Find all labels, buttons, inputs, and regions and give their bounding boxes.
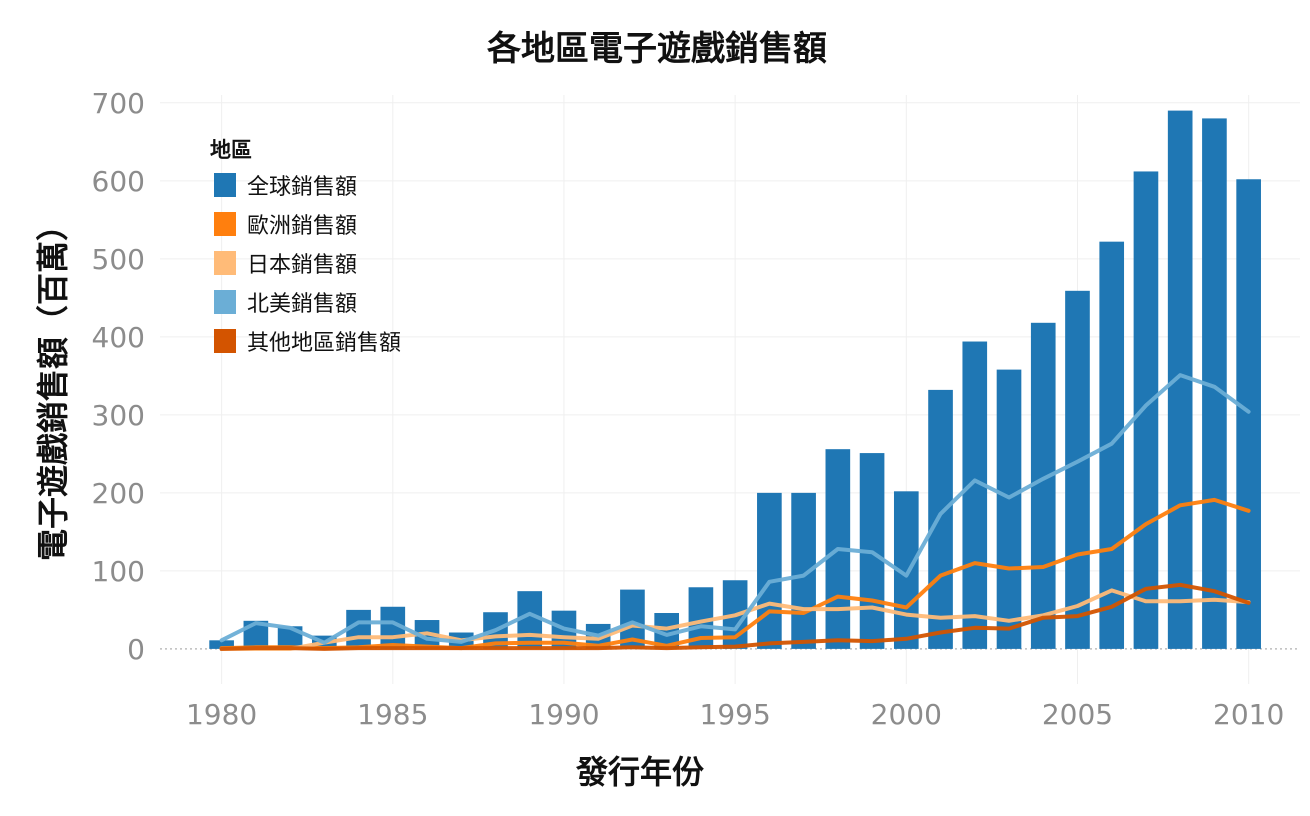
legend-title: 地區 <box>210 138 252 162</box>
y-axis-title: 電子遊戲銷售額（百萬） <box>34 209 72 561</box>
x-tick-label: 1995 <box>700 698 771 731</box>
y-tick-label: 100 <box>92 555 145 588</box>
x-tick-label: 1985 <box>357 698 428 731</box>
legend-swatch <box>214 251 236 275</box>
y-tick-label: 0 <box>127 633 145 666</box>
legend-swatch <box>214 329 236 353</box>
y-tick-label: 700 <box>92 87 145 120</box>
bar-2003 <box>996 369 1022 649</box>
chart-title: 各地區電子遊戲銷售額 <box>487 29 827 69</box>
legend-swatch <box>214 173 236 197</box>
bar-2007 <box>1133 171 1159 649</box>
bar-2002 <box>962 341 988 649</box>
bar-2005 <box>1065 290 1090 649</box>
y-tick-label: 400 <box>92 321 145 354</box>
y-tick-label: 600 <box>92 165 145 198</box>
legend-label: 北美銷售額 <box>247 292 357 317</box>
line-series-3 <box>219 373 1251 645</box>
y-tick-label: 200 <box>92 477 145 510</box>
legend-label: 日本銷售額 <box>247 253 357 278</box>
line-series-1 <box>219 497 1251 651</box>
legend-swatch <box>214 212 236 236</box>
bar-2001 <box>928 389 953 649</box>
x-tick-label: 1980 <box>186 698 257 731</box>
bar-2010 <box>1236 179 1261 649</box>
y-tick-label: 500 <box>92 243 145 276</box>
line-series <box>219 373 1251 651</box>
legend-label: 全球銷售額 <box>247 175 357 200</box>
x-tick-label: 1990 <box>528 698 599 731</box>
line-series-4 <box>219 582 1251 651</box>
legend-label: 歐洲銷售額 <box>247 214 357 239</box>
x-tick-label: 2010 <box>1213 698 1284 731</box>
y-axis-ticks: 0 100 200 300 400 500 600 700 <box>92 87 145 666</box>
legend-swatch <box>214 290 236 314</box>
x-tick-label: 2005 <box>1042 698 1113 731</box>
x-axis-ticks: 1980 1985 1990 1995 2000 2005 2010 <box>186 698 1284 731</box>
legend-label: 其他地區銷售額 <box>247 331 401 356</box>
y-tick-label: 300 <box>92 399 145 432</box>
bar-1980 <box>209 640 234 649</box>
bar-2004 <box>1030 322 1056 649</box>
line-series-2 <box>219 588 1251 651</box>
x-tick-label: 2000 <box>871 698 942 731</box>
x-axis-title: 發行年份 <box>575 753 704 791</box>
bar-1996 <box>757 492 782 649</box>
bar-1989 <box>517 591 543 649</box>
